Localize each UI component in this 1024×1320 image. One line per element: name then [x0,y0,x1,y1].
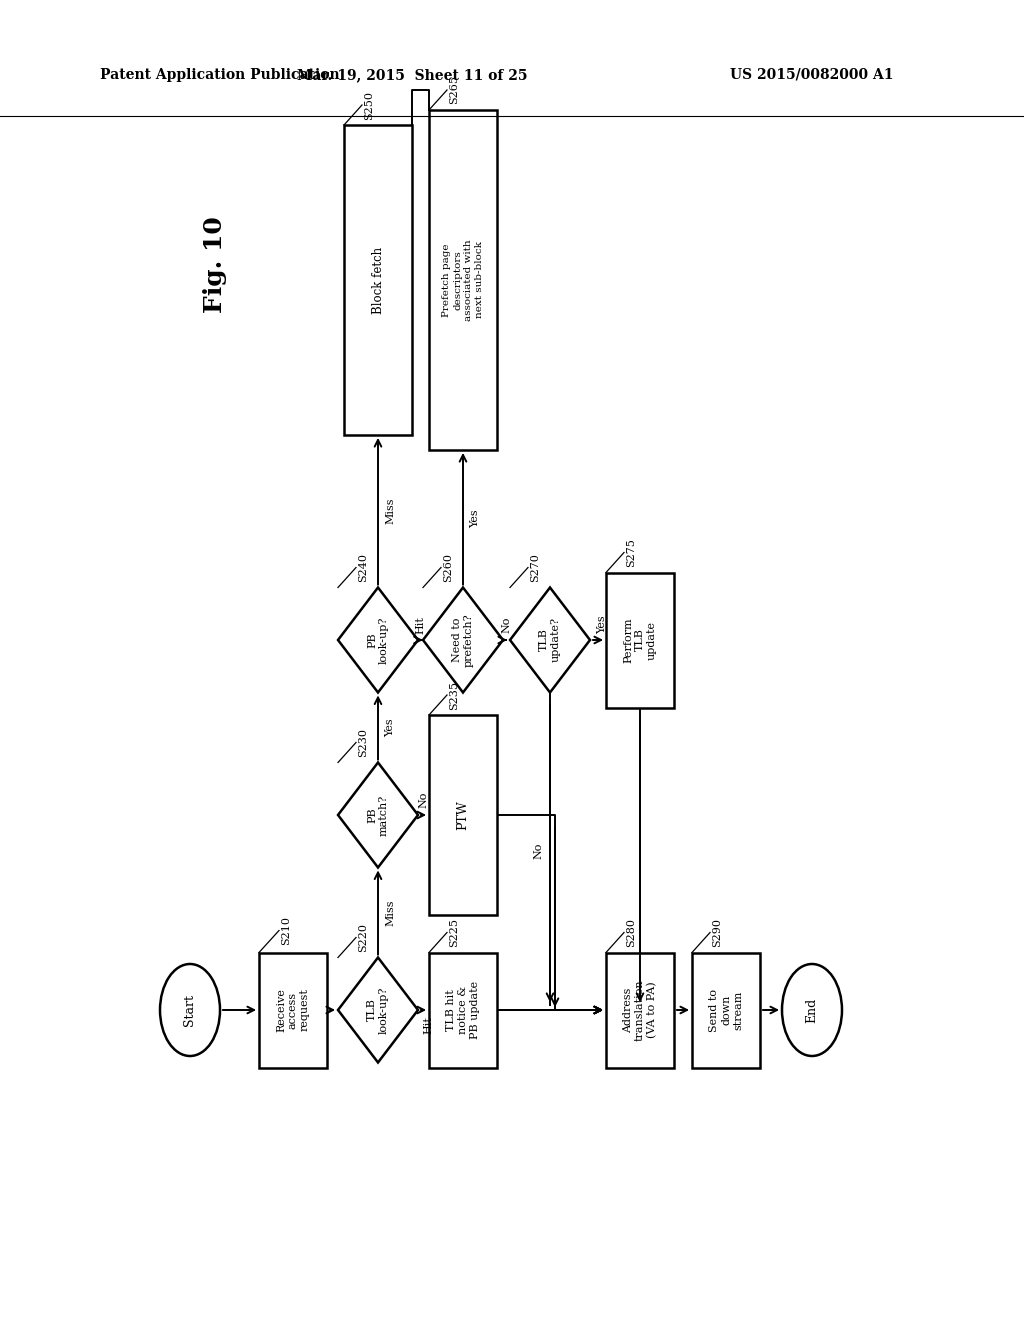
Text: Send to
down
stream: Send to down stream [709,989,743,1031]
Text: S265: S265 [449,75,459,104]
Text: Mar. 19, 2015  Sheet 11 of 25: Mar. 19, 2015 Sheet 11 of 25 [297,69,527,82]
Ellipse shape [782,964,842,1056]
Text: No: No [419,792,428,808]
Text: S280: S280 [626,917,636,946]
Text: Miss: Miss [385,899,395,925]
FancyBboxPatch shape [606,953,674,1068]
Polygon shape [423,587,503,693]
Text: Address
translation
(VA to PA): Address translation (VA to PA) [623,979,657,1040]
FancyBboxPatch shape [429,715,497,915]
Text: Start: Start [183,994,197,1026]
Polygon shape [510,587,590,693]
FancyBboxPatch shape [429,110,497,450]
Text: Hit: Hit [416,616,426,634]
FancyBboxPatch shape [692,953,760,1068]
Text: Yes: Yes [470,510,480,528]
Text: TLB hit
notice &
PB update: TLB hit notice & PB update [446,981,480,1039]
Text: Hit: Hit [423,1016,433,1034]
FancyBboxPatch shape [429,953,497,1068]
Text: Patent Application Publication: Patent Application Publication [100,69,340,82]
Text: Block fetch: Block fetch [372,247,384,314]
FancyBboxPatch shape [606,573,674,708]
Text: Miss: Miss [385,498,395,524]
Text: S210: S210 [281,916,291,945]
Text: Perform
TLB
update: Perform TLB update [623,618,657,663]
Polygon shape [338,763,418,867]
Text: S230: S230 [358,729,368,756]
Text: Yes: Yes [385,718,395,737]
Text: US 2015/0082000 A1: US 2015/0082000 A1 [730,69,894,82]
Text: Receive
access
request: Receive access request [276,989,310,1032]
Text: End: End [806,998,818,1023]
Text: S270: S270 [530,553,540,582]
Text: Need to
prefetch?: Need to prefetch? [453,614,474,667]
Text: No: No [534,843,543,859]
Text: No: No [502,616,512,634]
Text: Fig. 10: Fig. 10 [203,216,227,313]
Text: S275: S275 [626,539,636,566]
Text: S240: S240 [358,553,368,582]
Text: S225: S225 [449,917,459,946]
Text: Yes: Yes [597,615,607,635]
Text: S260: S260 [443,553,453,582]
Text: PTW: PTW [457,800,469,830]
Polygon shape [338,587,418,693]
FancyBboxPatch shape [344,125,412,436]
FancyBboxPatch shape [259,953,327,1068]
Ellipse shape [160,964,220,1056]
Text: TLB
look-up?: TLB look-up? [368,986,389,1034]
Text: S290: S290 [712,917,722,946]
Polygon shape [338,957,418,1063]
Text: PB
look-up?: PB look-up? [368,616,389,664]
Text: S250: S250 [364,91,374,120]
Text: TLB
update?: TLB update? [540,618,561,663]
Text: Prefetch page
descriptors
associated with
next sub-block: Prefetch page descriptors associated wit… [442,239,483,321]
Text: S235: S235 [449,681,459,710]
Text: S220: S220 [358,923,368,952]
Text: PB
match?: PB match? [368,795,389,836]
